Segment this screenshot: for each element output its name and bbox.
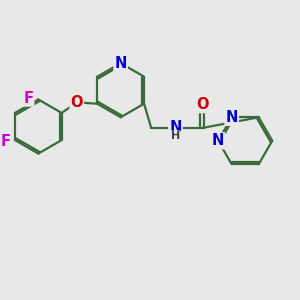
Text: N: N xyxy=(115,56,127,70)
Text: F: F xyxy=(1,134,11,149)
Text: N: N xyxy=(212,133,224,148)
Text: F: F xyxy=(23,91,33,106)
Text: N: N xyxy=(169,120,182,135)
Text: O: O xyxy=(196,97,209,112)
Text: O: O xyxy=(70,95,83,110)
Text: H: H xyxy=(171,131,180,142)
Text: N: N xyxy=(226,110,238,125)
